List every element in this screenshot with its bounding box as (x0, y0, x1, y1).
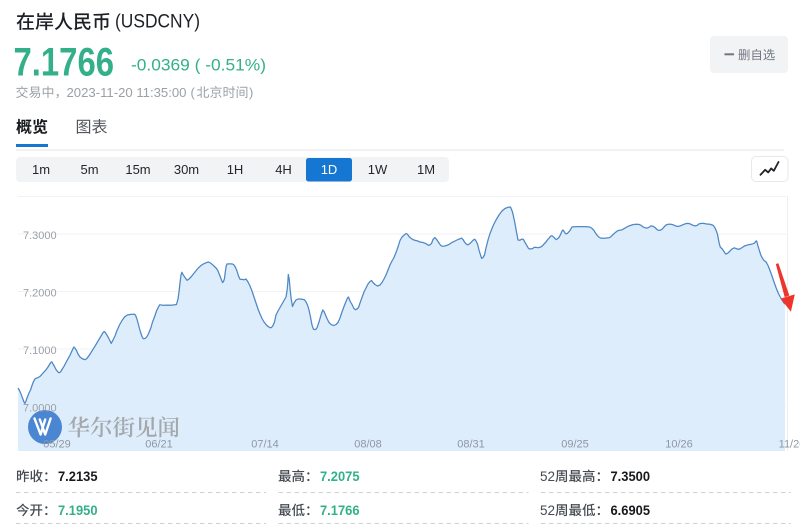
svg-text:4H: 4H (275, 162, 292, 177)
svg-text:05/29: 05/29 (43, 439, 71, 451)
svg-text:2023-11-20 11:35:00: 2023-11-20 11:35:00 (67, 85, 187, 100)
svg-text:11/20: 11/20 (779, 439, 800, 451)
svg-text:10/26: 10/26 (665, 439, 693, 451)
svg-text:15m: 15m (125, 162, 150, 177)
svg-text:7.3500: 7.3500 (611, 469, 651, 484)
svg-text:08/08: 08/08 (354, 439, 382, 451)
svg-text:52: 52 (540, 469, 555, 484)
svg-text:1W: 1W (368, 162, 388, 177)
svg-text:7.1000: 7.1000 (23, 345, 57, 357)
svg-text:1D: 1D (321, 162, 338, 177)
svg-text:(: ( (191, 85, 196, 100)
svg-text:-0.0369 ( -0.51%): -0.0369 ( -0.51%) (131, 57, 266, 75)
svg-text:6.6905: 6.6905 (611, 503, 651, 518)
svg-text:1M: 1M (417, 162, 435, 177)
svg-text:7.2135: 7.2135 (58, 469, 98, 484)
svg-text:1m: 1m (32, 162, 50, 177)
svg-text:7.2000: 7.2000 (23, 287, 57, 299)
svg-text:52: 52 (540, 503, 555, 518)
svg-text:): ) (249, 85, 253, 100)
svg-text:7.1766: 7.1766 (14, 41, 115, 85)
svg-text:30m: 30m (174, 162, 199, 177)
svg-text:7.1766: 7.1766 (320, 503, 360, 518)
svg-text:08/31: 08/31 (457, 439, 485, 451)
svg-text:5m: 5m (80, 162, 98, 177)
svg-text:1H: 1H (227, 162, 244, 177)
svg-text:07/14: 07/14 (251, 439, 279, 451)
svg-text:7.0000: 7.0000 (23, 402, 57, 414)
svg-text:09/25: 09/25 (561, 439, 589, 451)
svg-text:7.1950: 7.1950 (58, 503, 98, 518)
svg-text:7.2075: 7.2075 (320, 469, 360, 484)
svg-text:7.3000: 7.3000 (23, 230, 57, 242)
svg-text:(USDCNY): (USDCNY) (115, 11, 200, 33)
svg-text:06/21: 06/21 (145, 439, 173, 451)
